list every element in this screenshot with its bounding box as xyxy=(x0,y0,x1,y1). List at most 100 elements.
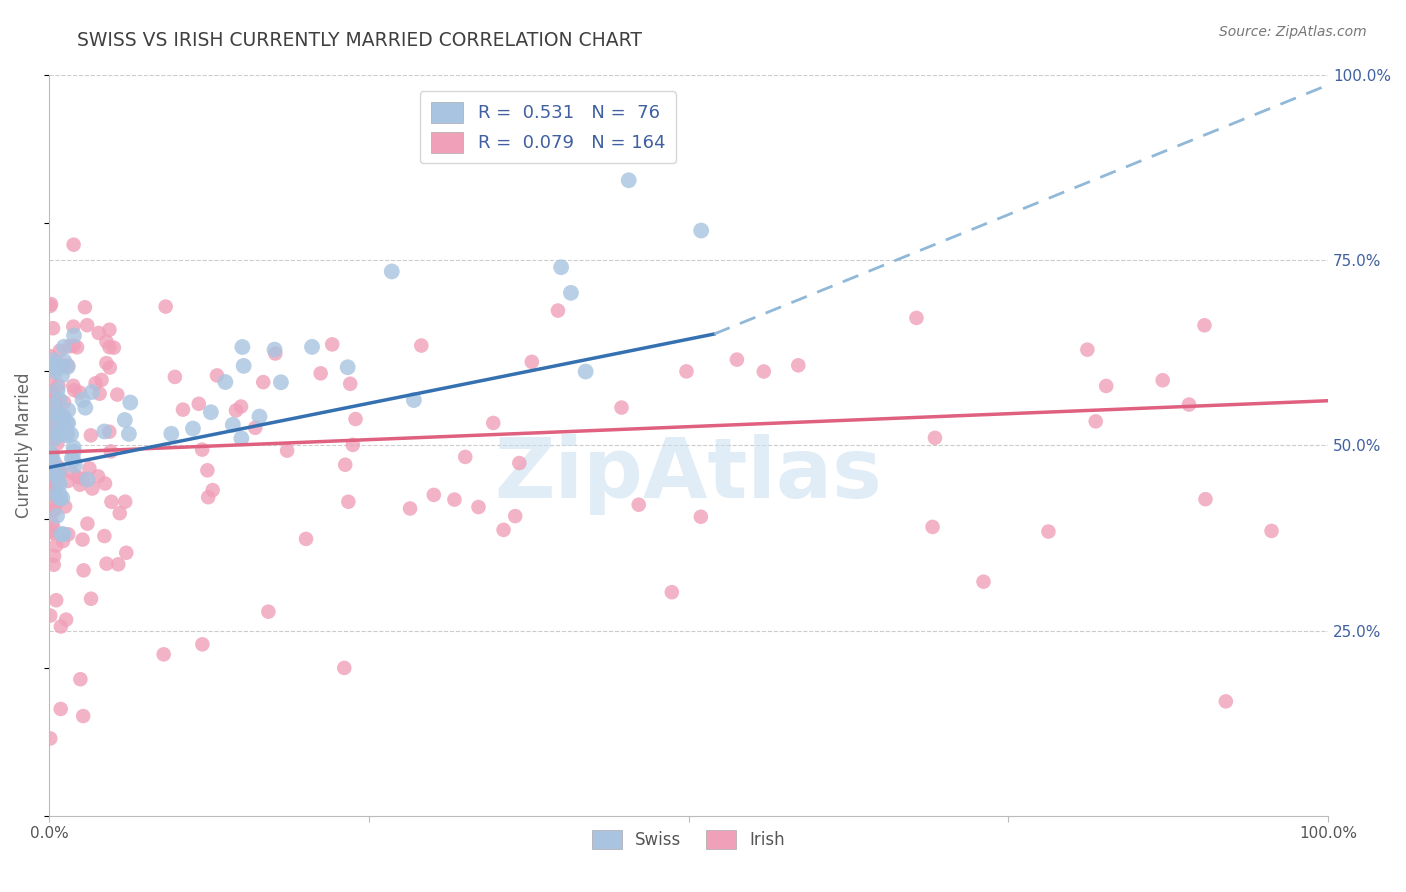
Point xyxy=(172,402,194,417)
Point xyxy=(69,385,91,400)
Point xyxy=(231,340,253,354)
Point xyxy=(48,460,70,475)
Point xyxy=(675,364,697,378)
Point xyxy=(94,476,117,491)
Point xyxy=(62,441,84,455)
Point xyxy=(100,444,122,458)
Point xyxy=(53,395,76,409)
Point xyxy=(197,490,219,504)
Point xyxy=(48,477,70,491)
Point xyxy=(423,488,446,502)
Point xyxy=(339,376,361,391)
Point xyxy=(93,425,115,439)
Point xyxy=(42,549,65,563)
Point xyxy=(46,383,69,397)
Point xyxy=(80,384,103,399)
Point xyxy=(1194,492,1216,507)
Point xyxy=(115,546,138,560)
Point xyxy=(87,469,110,483)
Point xyxy=(39,608,62,623)
Point xyxy=(79,461,101,475)
Point xyxy=(41,451,63,466)
Point xyxy=(45,478,67,492)
Point xyxy=(52,358,75,372)
Point xyxy=(80,591,103,606)
Point xyxy=(39,484,62,499)
Point xyxy=(48,378,70,392)
Point xyxy=(321,337,343,351)
Point xyxy=(232,359,254,373)
Point xyxy=(1076,343,1098,357)
Point xyxy=(53,354,76,368)
Point xyxy=(39,524,62,539)
Point xyxy=(252,375,274,389)
Point xyxy=(661,585,683,599)
Point xyxy=(264,346,287,360)
Point xyxy=(48,426,70,441)
Point xyxy=(48,392,70,407)
Point xyxy=(58,339,80,353)
Point xyxy=(62,444,84,458)
Point xyxy=(46,508,69,523)
Point xyxy=(96,557,118,571)
Point xyxy=(69,672,91,686)
Point xyxy=(39,388,62,402)
Point xyxy=(200,405,222,419)
Point xyxy=(76,318,98,333)
Point xyxy=(550,260,572,275)
Point xyxy=(52,534,75,549)
Point xyxy=(627,498,650,512)
Point xyxy=(42,353,65,368)
Point xyxy=(921,520,943,534)
Text: SWISS VS IRISH CURRENTLY MARRIED CORRELATION CHART: SWISS VS IRISH CURRENTLY MARRIED CORRELA… xyxy=(77,31,643,50)
Point xyxy=(335,458,357,472)
Point xyxy=(467,500,489,514)
Point xyxy=(72,392,94,407)
Point xyxy=(107,558,129,572)
Point xyxy=(103,341,125,355)
Point xyxy=(39,299,62,313)
Point xyxy=(48,409,70,423)
Point xyxy=(337,495,360,509)
Point xyxy=(690,223,713,237)
Point xyxy=(52,427,75,442)
Point xyxy=(56,416,79,430)
Point xyxy=(41,466,63,480)
Point xyxy=(344,412,367,426)
Point xyxy=(249,409,271,424)
Point xyxy=(80,428,103,442)
Point xyxy=(44,432,66,446)
Point xyxy=(39,470,62,484)
Point xyxy=(411,338,433,352)
Point xyxy=(617,173,640,187)
Point xyxy=(62,338,84,352)
Point xyxy=(309,367,332,381)
Point xyxy=(90,373,112,387)
Point xyxy=(42,525,65,540)
Point xyxy=(62,378,84,392)
Point xyxy=(547,303,569,318)
Point xyxy=(98,425,121,439)
Point xyxy=(49,488,72,502)
Point xyxy=(39,349,62,363)
Point xyxy=(787,359,810,373)
Point xyxy=(333,661,356,675)
Point xyxy=(66,340,89,354)
Point xyxy=(201,483,224,497)
Point xyxy=(454,450,477,464)
Point xyxy=(45,360,67,375)
Point xyxy=(51,410,73,425)
Point xyxy=(163,370,186,384)
Point xyxy=(222,417,245,432)
Point xyxy=(973,574,995,589)
Point xyxy=(120,395,142,409)
Point xyxy=(51,421,73,435)
Point xyxy=(41,448,63,462)
Point xyxy=(1084,414,1107,428)
Point xyxy=(225,403,247,417)
Point xyxy=(76,516,98,531)
Point xyxy=(381,264,404,278)
Point xyxy=(44,421,66,435)
Point xyxy=(63,383,86,397)
Legend: R =  0.531   N =  76, R =  0.079   N = 164: R = 0.531 N = 76, R = 0.079 N = 164 xyxy=(420,91,676,163)
